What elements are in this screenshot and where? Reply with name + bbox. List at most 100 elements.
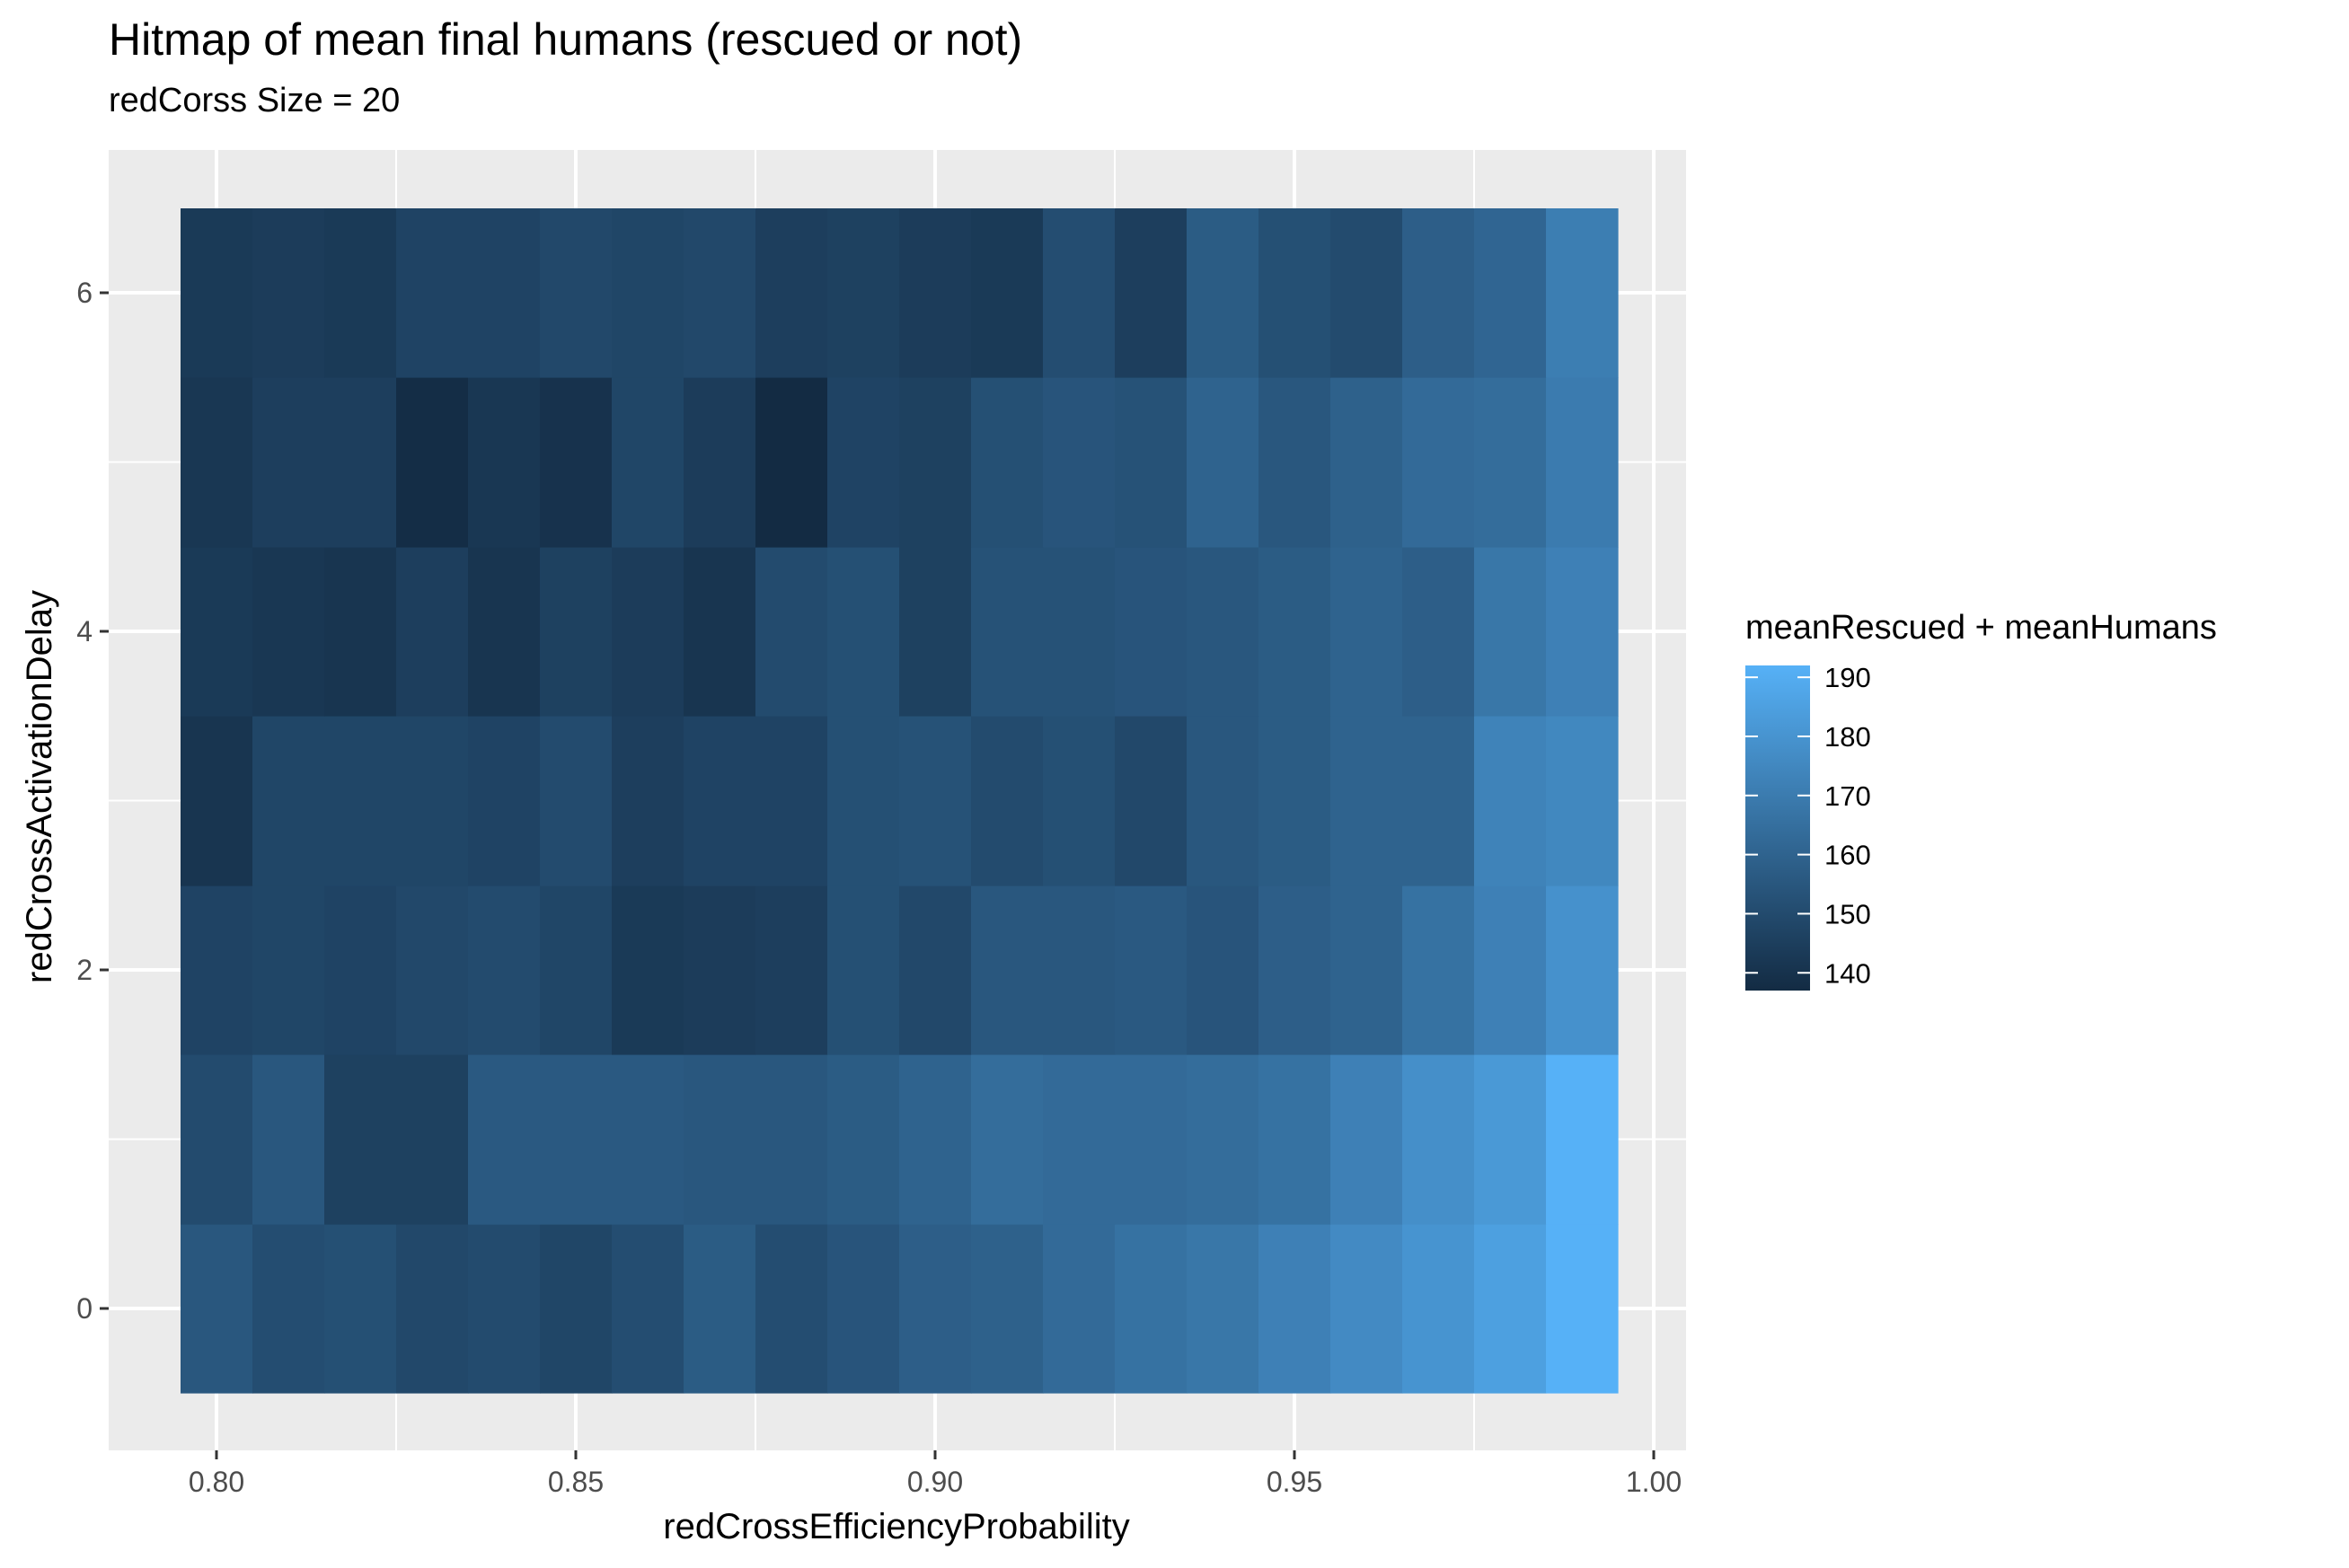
heatmap-tile — [1330, 208, 1403, 378]
heatmap-tile — [1546, 547, 1619, 717]
heatmap-tile — [755, 547, 828, 717]
heatmap-tile — [324, 885, 397, 1055]
chart-title: Hitmap of mean final humans (rescued or … — [109, 14, 1023, 65]
heatmap-tile — [396, 1224, 469, 1394]
heatmap-tile — [1474, 885, 1547, 1055]
heatmap-tile — [252, 885, 325, 1055]
heatmap-tile — [1474, 377, 1547, 548]
heatmap-tile — [1115, 208, 1188, 378]
legend: meanRescued + meanHumans 190 180 170 160 150… — [1745, 609, 2217, 991]
heatmap-tile — [827, 1054, 900, 1225]
legend-title: meanRescued + meanHumans — [1745, 609, 2217, 647]
heatmap-tile — [468, 377, 541, 548]
heatmap-tile — [396, 547, 469, 717]
heatmap-tile — [324, 377, 397, 548]
heatmap-tile — [540, 1224, 613, 1394]
x-axis-title: redCrossEfficiencyProbability — [663, 1507, 1129, 1546]
heatmap-tile — [540, 208, 613, 378]
heatmap-tile — [1187, 377, 1259, 548]
heatmap-tile — [755, 885, 828, 1055]
y-tick-label: 2 — [76, 954, 93, 986]
heatmap-tile — [540, 1054, 613, 1225]
heatmap-tile — [1546, 208, 1619, 378]
heatmap-tile — [468, 208, 541, 378]
heatmap-tile — [1330, 885, 1403, 1055]
heatmap-tile — [1330, 716, 1403, 886]
heatmap-tile — [252, 1054, 325, 1225]
heatmap-tile — [1258, 547, 1331, 717]
heatmap-tile — [971, 208, 1044, 378]
heatmap-tile — [181, 208, 253, 378]
heatmap-tile — [612, 716, 684, 886]
heatmap-tile — [1187, 885, 1259, 1055]
heatmap-tile — [1043, 377, 1116, 548]
heatmap-tile — [181, 377, 253, 548]
heatmap-tile — [612, 547, 684, 717]
heatmap-tile — [755, 208, 828, 378]
heatmap-tile — [1402, 547, 1475, 717]
legend-label: 190 — [1824, 662, 1871, 693]
heatmap-tile — [1546, 885, 1619, 1055]
heatmap-tile — [684, 1054, 756, 1225]
heatmap-tile — [1115, 377, 1188, 548]
heatmap-tile — [252, 208, 325, 378]
heatmap-tile — [1402, 885, 1475, 1055]
heatmap-tile — [1187, 547, 1259, 717]
heatmap-tile — [324, 1224, 397, 1394]
heatmap-tile — [252, 716, 325, 886]
heatmap-tile — [540, 885, 613, 1055]
heatmap-tile — [684, 885, 756, 1055]
heatmap-tile — [181, 716, 253, 886]
heatmap-tile — [1043, 1054, 1116, 1225]
legend-label: 180 — [1824, 721, 1871, 753]
legend-colorbar — [1745, 665, 1810, 991]
heatmap-tile — [1187, 1224, 1259, 1394]
heatmap-tile — [181, 885, 253, 1055]
heatmap-tile — [1546, 716, 1619, 886]
heatmap-tile — [755, 1224, 828, 1394]
heatmap-tile — [971, 1224, 1044, 1394]
heatmap-tile — [971, 377, 1044, 548]
heatmap-tile — [252, 377, 325, 548]
y-tick-label: 6 — [76, 277, 93, 309]
heatmap-tile — [1258, 716, 1331, 886]
heatmap-tile — [468, 716, 541, 886]
heatmap-tile — [324, 716, 397, 886]
heatmap-tile — [899, 547, 972, 717]
heatmap-tile — [612, 377, 684, 548]
heatmap-tiles — [181, 208, 1619, 1394]
heatmap-tile — [899, 1054, 972, 1225]
y-axis: 0 2 4 6 — [76, 277, 109, 1325]
heatmap-tile — [1546, 1224, 1619, 1394]
heatmap-tile — [1258, 208, 1331, 378]
heatmap-tile — [1330, 1224, 1403, 1394]
chart-subtitle: redCorss Size = 20 — [109, 82, 401, 119]
heatmap-tile — [181, 547, 253, 717]
heatmap-tile — [396, 1054, 469, 1225]
x-tick-label: 1.00 — [1626, 1466, 1682, 1498]
heatmap-tile — [1402, 1224, 1475, 1394]
heatmap-tile — [755, 716, 828, 886]
legend-label: 170 — [1824, 780, 1871, 812]
heatmap-tile — [324, 1054, 397, 1225]
legend-label: 140 — [1824, 957, 1871, 989]
x-tick-label: 0.90 — [907, 1466, 963, 1498]
legend-ticks: 190 180 170 160 150 140 — [1745, 662, 1871, 989]
heatmap-tile — [1115, 547, 1188, 717]
x-tick-label: 0.95 — [1267, 1466, 1322, 1498]
heatmap-tile — [1043, 716, 1116, 886]
heatmap-tile — [1258, 885, 1331, 1055]
heatmap-tile — [252, 1224, 325, 1394]
heatmap-tile — [540, 377, 613, 548]
heatmap-tile — [1043, 208, 1116, 378]
heatmap-tile — [1258, 377, 1331, 548]
heatmap-tile — [899, 377, 972, 548]
heatmap-tile — [324, 208, 397, 378]
heatmap-tile — [1187, 716, 1259, 886]
heatmap-tile — [1546, 377, 1619, 548]
heatmap-tile — [1187, 1054, 1259, 1225]
heatmap-tile — [1043, 1224, 1116, 1394]
heatmap-tile — [827, 547, 900, 717]
heatmap-tile — [684, 208, 756, 378]
